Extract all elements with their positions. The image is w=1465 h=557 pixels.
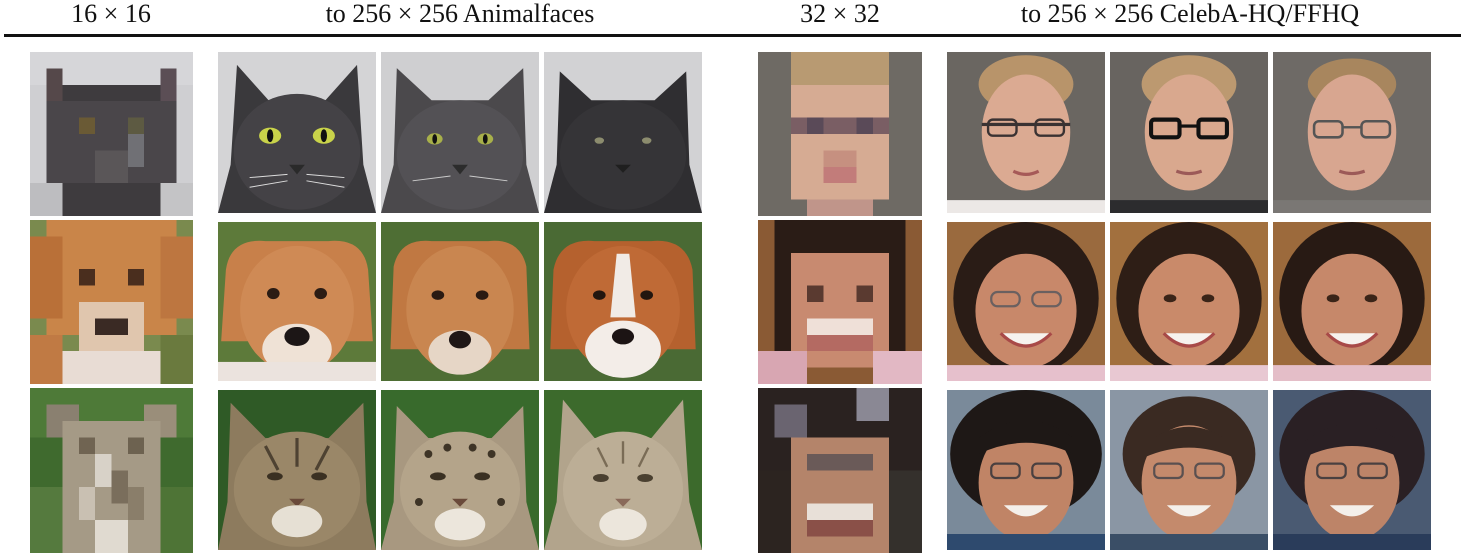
dog-output-2-image <box>381 222 539 381</box>
face-woman-output-3-image <box>1273 222 1431 381</box>
header-highres-animal: to 256 × 256 Animalfaces <box>325 0 595 28</box>
face-man-output-2-image <box>1110 52 1268 213</box>
face-woman-output-2-image <box>1110 222 1268 381</box>
dog-output-1-image <box>218 222 376 381</box>
lowres-face-woman-dark-image <box>758 388 922 553</box>
header-rule <box>4 34 1461 37</box>
cat-gray-output-3-image <box>544 52 702 213</box>
lowres-cat-gray-image <box>30 52 193 216</box>
lowres-tabby-image <box>30 388 193 553</box>
header-lowres-face: 32 × 32 <box>800 0 880 28</box>
header-lowres-animal: 16 × 16 <box>71 0 151 28</box>
tabby-output-2-image <box>381 390 539 550</box>
header-highres-face: to 256 × 256 CelebA-HQ/FFHQ <box>1020 0 1360 28</box>
face-man-output-1-image <box>947 52 1105 213</box>
lowres-dog-image <box>30 220 193 384</box>
face-woman-dark-output-2-image <box>1110 390 1268 550</box>
face-woman-dark-output-1-image <box>947 390 1105 550</box>
cat-gray-output-2-image <box>381 52 539 213</box>
cat-gray-output-1-image <box>218 52 376 213</box>
lowres-face-man-image <box>758 52 922 216</box>
lowres-face-woman-image <box>758 220 922 384</box>
tabby-output-1-image <box>218 390 376 550</box>
tabby-output-3-image <box>544 390 702 550</box>
face-woman-output-1-image <box>947 222 1105 381</box>
face-woman-dark-output-3-image <box>1273 390 1431 550</box>
dog-output-3-image <box>544 222 702 381</box>
face-man-output-3-image <box>1273 52 1431 213</box>
